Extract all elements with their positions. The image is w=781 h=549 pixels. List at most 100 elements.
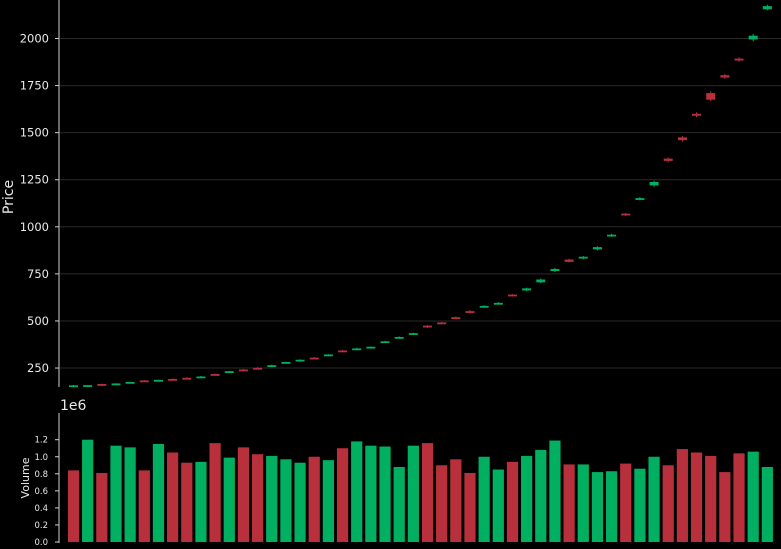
- volume-bar: [535, 449, 547, 542]
- volume-bars: [67, 439, 773, 542]
- candle-body: [762, 6, 772, 10]
- volume-bar: [138, 470, 150, 542]
- candle-body: [423, 325, 432, 328]
- candle: [408, 332, 418, 335]
- candle: [168, 378, 178, 381]
- candle-body: [607, 234, 617, 237]
- candle-body: [267, 365, 277, 368]
- candle: [253, 367, 263, 370]
- volume-bar: [549, 440, 561, 542]
- candle: [380, 340, 390, 344]
- candle: [706, 91, 716, 102]
- candle-body: [238, 369, 248, 372]
- price-tick-label: 1500: [20, 126, 49, 140]
- candle-body: [635, 198, 645, 200]
- volume-bar: [379, 446, 391, 542]
- candle-body: [323, 354, 333, 357]
- volume-bar: [223, 457, 235, 542]
- volume-bar: [251, 454, 264, 542]
- candle-body: [309, 357, 319, 360]
- volume-bar: [167, 452, 179, 542]
- volume-bar: [322, 460, 334, 542]
- volume-bar: [634, 468, 646, 542]
- candle-body: [649, 181, 659, 186]
- candle: [295, 359, 305, 362]
- candle-body: [536, 279, 546, 283]
- price-tick-label: 500: [27, 314, 49, 328]
- price-tick-label: 250: [27, 361, 49, 375]
- price-tick-label: 750: [27, 267, 49, 281]
- candle-body: [621, 213, 631, 216]
- volume-bar: [294, 462, 306, 542]
- candle-body: [97, 384, 107, 386]
- candle: [649, 180, 659, 187]
- volume-bar: [152, 443, 165, 542]
- volume-bar: [690, 452, 703, 542]
- volume-y-ticks: 0.0 0.2 0.4 0.6 0.8 1.0 1.2: [34, 436, 59, 548]
- candle: [507, 294, 517, 297]
- volume-bar: [506, 461, 519, 542]
- candle-body: [338, 350, 348, 353]
- candle-body: [592, 247, 602, 250]
- candle: [281, 361, 291, 364]
- volume-bar: [110, 445, 122, 542]
- candle: [182, 377, 192, 380]
- volume-bar: [436, 465, 448, 542]
- volume-bar: [393, 466, 405, 542]
- volume-bar: [351, 441, 363, 542]
- candle: [423, 325, 432, 328]
- price-tick-label: 2000: [20, 32, 49, 46]
- candle-body: [663, 158, 673, 161]
- volume-tick-label: 0.2: [34, 521, 48, 531]
- candle-body: [692, 113, 702, 116]
- candle-body: [720, 75, 730, 78]
- candle-body: [352, 348, 362, 351]
- candle: [663, 157, 673, 163]
- candle: [394, 336, 404, 339]
- volume-bar: [648, 456, 660, 542]
- candle: [677, 136, 687, 142]
- candle-body: [281, 361, 291, 364]
- candle-body: [153, 379, 163, 382]
- candle: [69, 384, 78, 388]
- candle: [366, 346, 376, 349]
- volume-bar: [464, 472, 476, 542]
- volume-tick-label: 0.0: [34, 538, 48, 548]
- candle: [437, 321, 447, 325]
- candle: [748, 33, 758, 42]
- volume-tick-label: 0.8: [34, 470, 48, 480]
- volume-bar: [407, 445, 419, 542]
- volume-bar: [662, 465, 674, 542]
- price-panel: 250 500 750 1000 1250 1500 1750 2000 Price: [1, 0, 781, 388]
- candle: [267, 364, 277, 368]
- price-tick-label: 1000: [20, 220, 49, 234]
- candle: [97, 383, 107, 386]
- candle-body: [493, 302, 503, 305]
- candle-body: [734, 58, 744, 61]
- volume-bar: [209, 443, 221, 542]
- candle: [83, 384, 93, 387]
- candle: [493, 302, 503, 305]
- candle: [451, 316, 461, 319]
- candle: [196, 375, 206, 379]
- volume-bar: [365, 445, 377, 542]
- volume-bar: [336, 448, 349, 542]
- candle: [210, 373, 220, 376]
- volume-bar: [421, 443, 434, 542]
- candle: [238, 368, 248, 372]
- candle: [309, 357, 319, 360]
- candle-body: [69, 385, 78, 388]
- candle-body: [394, 336, 404, 339]
- volume-bar: [195, 461, 207, 542]
- volume-bar: [308, 456, 320, 542]
- candle: [621, 213, 631, 216]
- volume-bar: [82, 439, 94, 542]
- volume-bar: [747, 451, 759, 542]
- volume-bar: [478, 456, 490, 542]
- volume-panel: 0.0 0.2 0.4 0.6 0.8 1.0 1.2 1e6 Volume: [19, 398, 773, 548]
- price-axis-title: Price: [1, 180, 17, 214]
- candle-body: [182, 377, 192, 380]
- volume-offset-text: 1e6: [60, 398, 87, 414]
- candle: [635, 197, 645, 201]
